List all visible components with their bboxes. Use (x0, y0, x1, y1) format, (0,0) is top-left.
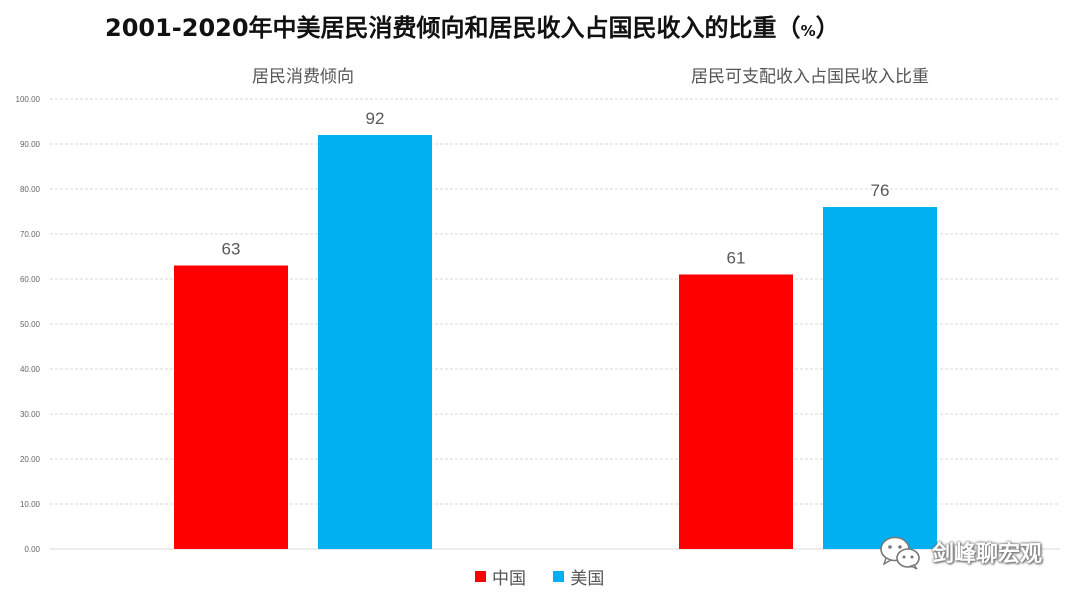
data-label: 76 (871, 181, 890, 200)
bars (174, 135, 937, 549)
panel-title-consumption: 居民消费倾向 (252, 67, 354, 87)
legend-item-china: 中国 (475, 564, 526, 589)
y-tick-label: 100.00 (16, 95, 41, 104)
data-label: 92 (366, 109, 385, 128)
panel-title-income-share: 居民可支配收入占国民收入比重 (691, 67, 929, 87)
data-label: 61 (727, 249, 746, 268)
legend-swatch-usa (553, 571, 565, 582)
y-tick-label: 50.00 (20, 320, 41, 329)
legend-item-usa: 美国 (553, 564, 604, 589)
legend-label-china: 中国 (492, 569, 526, 589)
data-labels: 63 92 61 76 (222, 109, 890, 268)
y-tick-label: 10.00 (20, 500, 41, 509)
watermark: 剑峰聊宏观 (878, 534, 1042, 570)
bar-china-1 (679, 274, 793, 549)
y-tick-label: 60.00 (20, 275, 41, 284)
bar-usa-0 (318, 135, 432, 549)
legend-swatch-china (475, 571, 486, 582)
chart-title: 2001-2020年中美居民消费倾向和居民收入占国民收入的比重（%） (105, 14, 840, 42)
y-axis-ticks: 0.00 10.00 20.00 30.00 40.00 50.00 60.00 70.00 8… (16, 95, 41, 554)
legend-label-usa: 美国 (570, 569, 605, 589)
y-tick-label: 70.00 (20, 230, 41, 239)
wechat-icon (880, 536, 920, 570)
y-tick-label: 0.00 (24, 545, 40, 554)
bar-usa-1 (823, 207, 937, 549)
y-tick-label: 20.00 (20, 455, 41, 464)
y-tick-label: 90.00 (20, 140, 41, 149)
y-tick-label: 80.00 (20, 185, 41, 194)
data-label: 63 (222, 240, 241, 259)
bar-china-0 (174, 265, 288, 549)
y-tick-label: 30.00 (20, 410, 41, 419)
y-tick-label: 40.00 (20, 365, 41, 374)
legend: 中国 美国 (475, 564, 626, 589)
watermark-text: 剑峰聊宏观 (931, 542, 1042, 567)
